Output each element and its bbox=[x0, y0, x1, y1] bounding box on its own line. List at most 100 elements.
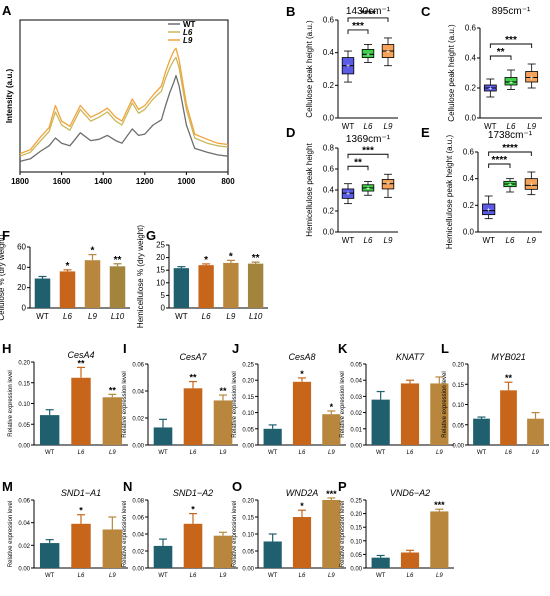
y-tick-label: 0.00 bbox=[350, 444, 362, 450]
x-tick-label: L6 bbox=[407, 450, 414, 456]
panel-l: L 0.00 0.05 0.10 0.15 0.20 Relative expression… bbox=[441, 341, 549, 456]
panel-title: 1369cm⁻¹ bbox=[346, 134, 391, 145]
y-axis-label: Relative expression level bbox=[8, 370, 14, 436]
bar-l6 bbox=[292, 381, 312, 445]
box-l6 bbox=[504, 77, 518, 86]
x-tick-label: WT bbox=[158, 450, 168, 456]
panel-label-o: O bbox=[232, 479, 242, 494]
x-tick-label: L9 bbox=[220, 573, 227, 579]
significance-mark: *** bbox=[326, 489, 337, 499]
x-tick-label: L6 bbox=[190, 573, 197, 579]
bar-l9 bbox=[213, 400, 233, 445]
y-tick-label: 0.15 bbox=[18, 381, 30, 387]
x-tick-label: L9 bbox=[532, 450, 539, 456]
x-tick-label: WT bbox=[342, 122, 355, 131]
y-tick-label: 0.6 bbox=[323, 165, 335, 174]
mean-marker: + bbox=[346, 63, 350, 70]
y-tick-label: 0.02 bbox=[132, 550, 144, 556]
mean-marker: + bbox=[366, 185, 370, 192]
y-tick-label: 0.03 bbox=[350, 395, 362, 401]
bar-l6 bbox=[400, 552, 420, 568]
y-tick-label: 0.00 bbox=[350, 567, 362, 573]
y-tick-label: 0.2 bbox=[463, 201, 475, 210]
bar-wt bbox=[473, 418, 490, 445]
y-tick-label: 0.4 bbox=[463, 174, 475, 183]
panel-k: K 0.00 0.01 0.02 0.03 0.04 0.05 Relative expres… bbox=[338, 341, 454, 456]
x-tick-label: L9 bbox=[384, 122, 393, 131]
mean-marker: + bbox=[488, 86, 492, 93]
panel-p: P 0.00 0.05 0.10 0.15 0.20 0.25 Relative expres… bbox=[338, 479, 454, 579]
panel-a: A 1800 1600 1400 1200 1000 800 Intensity (a.u.)… bbox=[2, 3, 235, 186]
panel-b: B 0.0 0.2 0.4 0.6 Cellulose peak height (a.u.… bbox=[286, 4, 398, 131]
bar-l6 bbox=[198, 265, 214, 308]
significance-mark: * bbox=[330, 402, 334, 412]
y-axis-label: Cellulose peak height (a.u.) bbox=[447, 24, 456, 122]
mean-marker: + bbox=[530, 75, 534, 82]
bar-l6 bbox=[183, 523, 203, 568]
x-tick-label: WT bbox=[45, 450, 55, 456]
x-tick-label: L6 bbox=[506, 236, 515, 245]
mean-marker: + bbox=[366, 52, 370, 59]
legend-entry: WT bbox=[183, 20, 196, 29]
significance-mark: * bbox=[79, 506, 83, 516]
gene-title: MYB021 bbox=[491, 352, 526, 362]
significance-mark: ** bbox=[109, 385, 117, 395]
y-tick-label: 0 bbox=[161, 304, 166, 313]
x-tick-label: L9 bbox=[384, 236, 393, 245]
significance-mark: ** bbox=[505, 373, 513, 383]
panel-d: D 0.0 0.2 0.4 0.6 0.8 Hemicellulose peak heigh… bbox=[286, 125, 398, 245]
panel-n: N 0.00 0.02 0.04 0.06 0.08 Relative expression… bbox=[122, 479, 238, 579]
y-tick-label: 0.20 bbox=[350, 512, 362, 518]
significance-mark: * bbox=[191, 505, 195, 515]
significance-mark: ** bbox=[114, 255, 122, 266]
y-axis-label: Relative expression level bbox=[232, 501, 238, 567]
x-tick-label: L9 bbox=[436, 450, 443, 456]
mean-marker: + bbox=[346, 191, 350, 198]
y-tick-label: 0.05 bbox=[242, 550, 254, 556]
bar-l9 bbox=[322, 414, 341, 445]
panel-title: 895cm⁻¹ bbox=[492, 6, 531, 17]
y-tick-label: 0.4 bbox=[465, 54, 477, 63]
y-axis-label: Hemicellulose peak height (a.u.) bbox=[445, 135, 454, 250]
bar-l6 bbox=[500, 390, 517, 445]
y-tick-label: 0.8 bbox=[323, 144, 335, 153]
significance-mark: *** bbox=[505, 35, 517, 46]
y-tick-label: 0.00 bbox=[18, 444, 30, 450]
mean-marker: + bbox=[508, 182, 512, 189]
panel-label-e: E bbox=[421, 125, 430, 140]
x-tick-label: L6 bbox=[299, 573, 306, 579]
x-tick-label: L9 bbox=[109, 450, 116, 456]
y-axis-label: Relative expression level bbox=[340, 371, 346, 437]
bar-wt bbox=[263, 541, 282, 568]
x-tick-label: L6 bbox=[190, 450, 197, 456]
y-tick-label: 0.00 bbox=[242, 444, 254, 450]
significance-mark: ** bbox=[189, 373, 197, 383]
y-tick-label: 0.02 bbox=[18, 544, 30, 550]
y-tick-label: 0.06 bbox=[132, 516, 144, 522]
panel-c: C 0.0 0.2 0.4 0.6 Cellulose peak height (a.u.… bbox=[421, 4, 542, 131]
bar-l9 bbox=[102, 529, 123, 568]
significance-mark: * bbox=[300, 501, 304, 511]
y-axis-label: Hemicellulose peak height bbox=[305, 143, 314, 237]
gene-title: WND2A bbox=[286, 488, 319, 498]
mean-marker: + bbox=[386, 181, 390, 188]
significance-mark: **** bbox=[492, 155, 508, 166]
mean-marker: + bbox=[529, 182, 533, 189]
series-line-l6 bbox=[19, 56, 229, 157]
y-tick-label: 0.02 bbox=[132, 417, 144, 423]
y-axis-label: Relative expression level bbox=[122, 501, 128, 567]
y-tick-label: 0.02 bbox=[350, 411, 362, 417]
y-tick-label: 0.10 bbox=[18, 402, 30, 408]
y-tick-label: 0.10 bbox=[350, 539, 362, 545]
y-tick-label: 0.25 bbox=[350, 499, 362, 505]
significance-mark: * bbox=[91, 246, 95, 257]
panel-o: O 0.00 0.05 0.10 0.15 0.20 Relative expression… bbox=[232, 479, 346, 579]
x-tick-label: WT bbox=[175, 312, 188, 321]
significance-mark: *** bbox=[362, 145, 374, 156]
y-axis-label: Relative expression level bbox=[8, 501, 14, 567]
mean-marker: + bbox=[386, 49, 390, 56]
y-tick-label: 40 bbox=[17, 263, 26, 272]
x-tick-label: WT bbox=[477, 450, 487, 456]
bar-l9 bbox=[322, 500, 341, 568]
panel-i: I 0.00 0.02 0.04 0.06 Relative expression lev… bbox=[122, 341, 238, 456]
